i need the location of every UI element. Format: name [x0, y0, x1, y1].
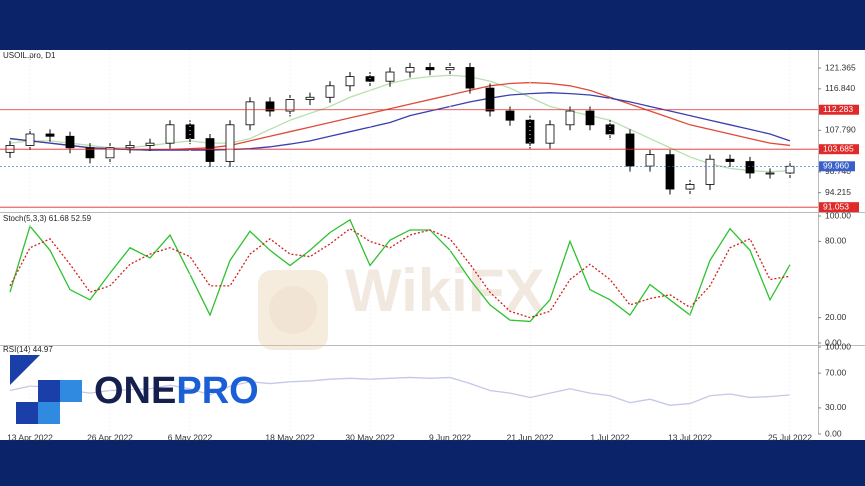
candle-body	[565, 110, 575, 126]
indicator-line	[9, 74, 791, 173]
level-label-box	[819, 104, 859, 115]
y-tick-label: 107.790	[825, 125, 856, 135]
candle-body	[345, 76, 355, 87]
candle-body	[385, 71, 395, 82]
logo-icon	[16, 402, 38, 424]
candle-body	[305, 96, 315, 100]
x-tick-label: 30 May 2022	[345, 432, 394, 442]
x-tick-label: 6 May 2022	[168, 432, 213, 442]
x-tick-label: 9 Jun 2022	[429, 432, 471, 442]
y-tick-label: 94.215	[825, 187, 851, 197]
y-tick-label: 100.00	[825, 210, 851, 220]
candle-body	[25, 133, 35, 146]
last-price-box	[819, 161, 855, 172]
indicator-line	[9, 218, 791, 323]
x-tick-label: 13 Jul 2022	[668, 432, 712, 442]
candle-body	[105, 147, 115, 159]
logo-icon	[60, 380, 82, 402]
indicator-line	[9, 376, 791, 406]
y-tick-label: 121.365	[825, 62, 856, 72]
x-tick-label: 1 Jul 2022	[590, 432, 629, 442]
candle-body	[125, 145, 135, 149]
candle-body	[705, 158, 715, 185]
candle-body	[85, 147, 95, 159]
panel-title: Stoch(5,3,3) 61.68 52.59	[3, 214, 92, 223]
y-tick-label: 70.00	[825, 367, 847, 377]
watermark-icon	[258, 270, 328, 350]
logo-icon	[38, 380, 60, 402]
y-tick-label: 100.00	[825, 341, 851, 351]
level-label: 91.053	[823, 201, 849, 211]
watermark-icon	[269, 286, 317, 334]
y-tick-label: 0.00	[825, 428, 842, 438]
candle-body	[265, 101, 275, 112]
candle-body	[285, 99, 295, 112]
candle-body	[405, 67, 415, 73]
candle-body	[65, 135, 75, 149]
candle-body	[425, 67, 435, 71]
candle-body	[505, 110, 515, 121]
candle-body	[245, 101, 255, 126]
last-price-label: 99.960	[823, 161, 849, 171]
logo: ONEPRO	[10, 355, 259, 424]
candle-body	[205, 138, 215, 162]
logo-text-part: ONE	[94, 370, 176, 412]
level-label-box	[819, 202, 859, 213]
level-label: 112.283	[823, 104, 853, 114]
chart-area	[0, 50, 865, 440]
candle-body	[465, 67, 475, 89]
panel-borders	[0, 50, 865, 434]
candle-body	[765, 172, 775, 175]
candle-body	[725, 158, 735, 162]
x-tick-label: 13 Apr 2022	[7, 432, 53, 442]
logo-text: ONEPRO	[94, 370, 259, 412]
x-tick-label: 21 Jun 2022	[507, 432, 554, 442]
candle-body	[645, 154, 655, 167]
candle-body	[665, 154, 675, 190]
candle-body	[605, 124, 615, 135]
level-label: 103.685	[823, 143, 854, 153]
logo-text-part: PRO	[176, 370, 258, 412]
y-tick-label: 80.00	[825, 236, 847, 246]
x-tick-label: 25 Jul 2022	[768, 432, 812, 442]
level-label-box	[819, 144, 859, 155]
x-tick-label: 18 May 2022	[265, 432, 314, 442]
candle-body	[485, 87, 495, 112]
candle-body	[225, 124, 235, 162]
plots: 121.365116.840107.79098.74094.215USOIL.p…	[0, 50, 859, 442]
y-tick-label: 20.00	[825, 312, 847, 322]
candle-body	[745, 161, 755, 174]
candle-body	[585, 110, 595, 126]
logo-icon	[38, 402, 60, 424]
x-tick-label: 26 Apr 2022	[87, 432, 133, 442]
indicator-line	[9, 227, 791, 319]
indicator-line	[9, 92, 791, 151]
candle-body	[145, 142, 155, 146]
panel-title: RSI(14) 44.97	[3, 345, 53, 354]
candle-body	[525, 119, 535, 144]
watermark-text: WikiFX	[345, 257, 544, 324]
candle-body	[165, 124, 175, 144]
candle-body	[545, 124, 555, 144]
y-tick-label: 30.00	[825, 402, 847, 412]
candle-body	[625, 133, 635, 167]
watermark: WikiFX	[258, 257, 544, 350]
y-tick-label: 116.840	[825, 83, 855, 93]
logo-icon	[10, 355, 40, 385]
candle-body	[45, 133, 55, 137]
candle-body	[445, 67, 455, 71]
candle-body	[785, 165, 795, 174]
candle-body	[325, 85, 335, 98]
panel-title: USOIL.pro, D1	[3, 51, 56, 60]
y-tick-label: 0.00	[825, 337, 842, 347]
